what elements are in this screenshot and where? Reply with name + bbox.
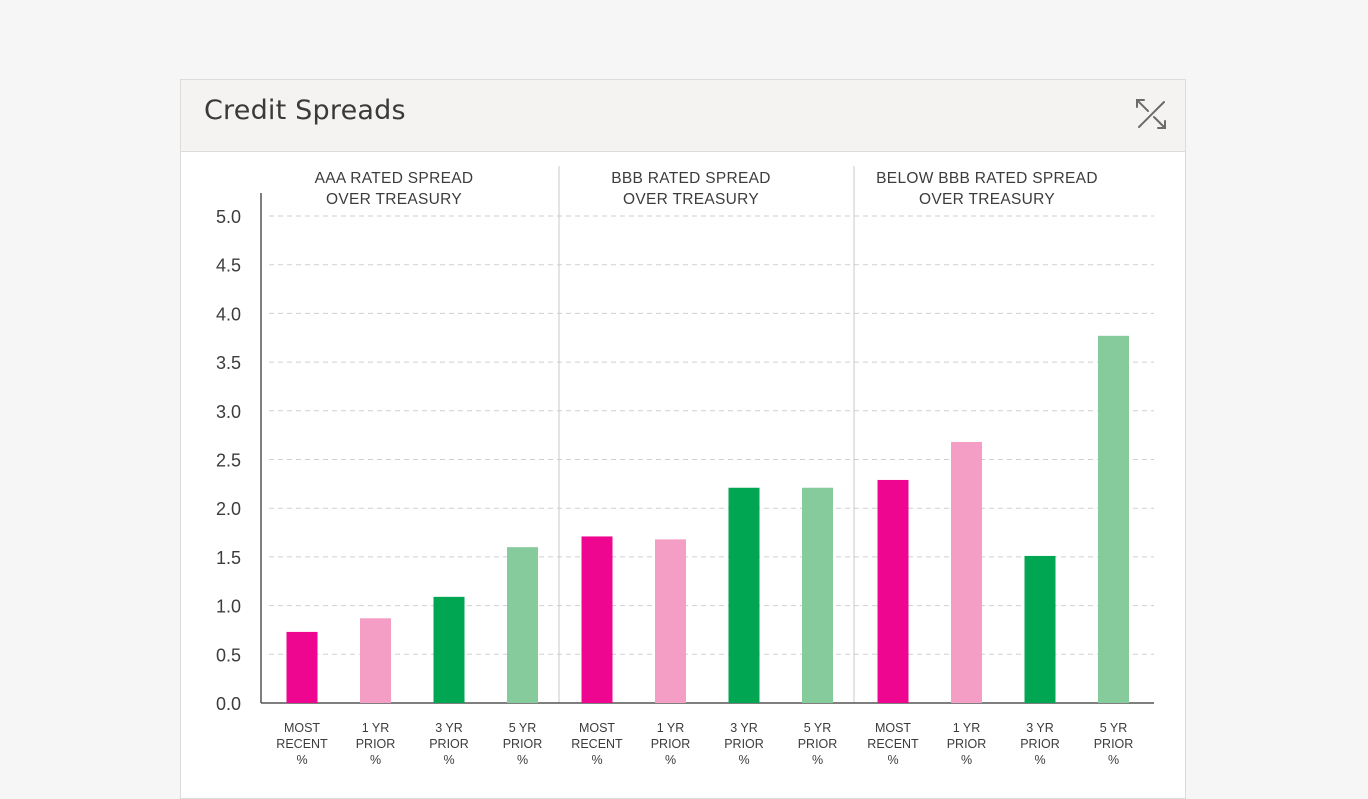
- y-tick-label: 3.0: [216, 402, 241, 422]
- x-tick-label: RECENT: [276, 737, 328, 751]
- x-tick-label: 1 YR: [362, 721, 390, 735]
- x-tick-label: PRIOR: [1020, 737, 1060, 751]
- y-tick-label: 2.0: [216, 499, 241, 519]
- x-tick-label: PRIOR: [356, 737, 396, 751]
- x-tick-label: PRIOR: [503, 737, 543, 751]
- x-tick-label: 3 YR: [1026, 721, 1054, 735]
- x-tick-label: PRIOR: [429, 737, 469, 751]
- x-tick-label: %: [517, 753, 528, 767]
- bar: [581, 536, 613, 703]
- y-tick-label: 3.5: [216, 353, 241, 373]
- y-tick-label: 0.0: [216, 694, 241, 714]
- x-tick-label: %: [1108, 753, 1119, 767]
- group-title: OVER TREASURY: [326, 191, 462, 208]
- x-tick-label: MOST: [284, 721, 320, 735]
- y-tick-label: 2.5: [216, 451, 241, 471]
- x-tick-label: PRIOR: [724, 737, 764, 751]
- y-tick-label: 1.0: [216, 597, 241, 617]
- x-tick-label: PRIOR: [651, 737, 691, 751]
- bar: [728, 487, 760, 703]
- x-tick-label: RECENT: [571, 737, 623, 751]
- x-tick-label: %: [812, 753, 823, 767]
- x-tick-label: %: [887, 753, 898, 767]
- x-tick-label: RECENT: [867, 737, 919, 751]
- expand-diagonal-icon: [1136, 99, 1166, 129]
- x-tick-label: 1 YR: [953, 721, 981, 735]
- expand-button[interactable]: [1133, 96, 1169, 132]
- group-title: OVER TREASURY: [623, 191, 759, 208]
- group-title: OVER TREASURY: [919, 191, 1055, 208]
- group-title: AAA RATED SPREAD: [315, 170, 474, 187]
- x-tick-label: 3 YR: [435, 721, 463, 735]
- bar: [655, 539, 686, 703]
- y-tick-label: 0.5: [216, 645, 241, 665]
- x-tick-label: PRIOR: [947, 737, 987, 751]
- x-tick-label: PRIOR: [798, 737, 838, 751]
- bar: [286, 631, 318, 703]
- bar: [877, 479, 909, 703]
- x-tick-label: PRIOR: [1094, 737, 1134, 751]
- panel-title: Credit Spreads: [204, 95, 406, 126]
- bar: [802, 487, 833, 703]
- y-tick-label: 4.0: [216, 304, 241, 324]
- x-tick-label: %: [738, 753, 749, 767]
- x-tick-label: %: [961, 753, 972, 767]
- bar: [360, 618, 391, 703]
- y-tick-label: 1.5: [216, 548, 241, 568]
- x-tick-label: %: [443, 753, 454, 767]
- x-tick-label: 5 YR: [1100, 721, 1128, 735]
- bar: [507, 547, 538, 703]
- x-tick-label: %: [370, 753, 381, 767]
- bar: [1024, 555, 1056, 703]
- group-title: BBB RATED SPREAD: [611, 170, 771, 187]
- x-tick-label: 1 YR: [657, 721, 685, 735]
- x-tick-label: MOST: [579, 721, 615, 735]
- group-title: BELOW BBB RATED SPREAD: [876, 170, 1098, 187]
- bar: [1098, 335, 1129, 703]
- x-tick-label: 5 YR: [804, 721, 832, 735]
- x-tick-label: %: [591, 753, 602, 767]
- x-tick-label: 5 YR: [509, 721, 537, 735]
- x-tick-label: %: [296, 753, 307, 767]
- x-tick-label: 3 YR: [730, 721, 758, 735]
- x-tick-label: %: [665, 753, 676, 767]
- bar: [433, 596, 465, 703]
- bar: [951, 441, 982, 703]
- panel-header: Credit Spreads: [181, 80, 1185, 152]
- x-tick-label: MOST: [875, 721, 911, 735]
- y-tick-label: 5.0: [216, 207, 241, 227]
- x-tick-label: %: [1034, 753, 1045, 767]
- y-tick-label: 4.5: [216, 256, 241, 276]
